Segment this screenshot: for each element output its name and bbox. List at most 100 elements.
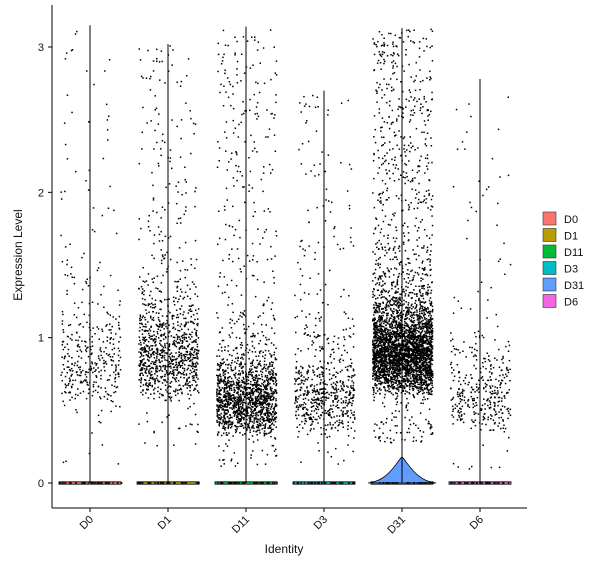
data-point	[196, 346, 199, 348]
data-point	[219, 414, 221, 416]
data-point	[266, 109, 268, 111]
data-point	[162, 394, 164, 397]
data-point	[152, 317, 155, 319]
data-point	[262, 381, 265, 384]
data-point	[379, 197, 382, 199]
data-point	[108, 353, 111, 356]
data-point	[242, 312, 244, 314]
data-point	[328, 435, 331, 438]
data-point	[296, 389, 298, 391]
data-point	[148, 356, 151, 359]
data-point	[109, 356, 112, 358]
data-point	[236, 411, 239, 413]
data-point	[234, 375, 236, 377]
data-point	[242, 407, 244, 409]
data-point	[235, 347, 237, 349]
data-point	[221, 350, 223, 352]
data-point	[196, 430, 198, 433]
data-point	[100, 387, 102, 389]
data-point	[160, 377, 163, 379]
data-point	[425, 293, 427, 295]
data-point	[302, 427, 304, 429]
data-point	[239, 412, 241, 414]
data-point	[237, 407, 240, 410]
data-point	[264, 388, 267, 390]
data-point	[167, 364, 169, 367]
data-point	[299, 389, 301, 391]
data-point	[384, 334, 386, 336]
data-point	[296, 378, 299, 380]
data-point	[380, 337, 382, 339]
data-point	[400, 136, 402, 138]
data-point	[164, 209, 166, 211]
data-point	[194, 388, 197, 390]
data-point	[397, 334, 400, 336]
data-point	[77, 306, 80, 309]
data-point	[144, 329, 147, 332]
data-point	[187, 358, 190, 360]
data-point	[237, 396, 239, 398]
data-point	[403, 291, 405, 293]
data-point	[302, 393, 305, 395]
data-point	[116, 386, 119, 388]
data-point	[221, 416, 223, 419]
data-point	[381, 312, 383, 314]
data-point	[240, 415, 243, 417]
data-point	[270, 113, 272, 115]
data-point	[274, 417, 276, 419]
data-point	[185, 425, 187, 427]
data-point	[159, 79, 161, 81]
data-point	[217, 393, 220, 395]
data-point	[221, 380, 223, 382]
data-point	[74, 379, 77, 382]
data-point	[275, 455, 277, 457]
data-point	[239, 315, 241, 317]
data-point	[237, 401, 240, 404]
data-point	[413, 343, 415, 345]
data-point	[392, 373, 394, 375]
data-point	[193, 379, 196, 382]
data-point	[220, 398, 223, 401]
data-point	[227, 350, 229, 352]
data-point	[352, 333, 355, 335]
data-point	[242, 404, 244, 406]
data-point	[106, 379, 109, 381]
data-point	[156, 347, 158, 350]
data-point	[421, 365, 423, 368]
data-point	[239, 395, 241, 398]
data-point	[273, 282, 275, 284]
data-point	[386, 101, 388, 104]
data-point	[322, 390, 325, 393]
data-point	[233, 415, 236, 417]
data-point	[275, 392, 278, 394]
data-point	[177, 280, 180, 283]
data-point	[233, 322, 236, 325]
data-point	[241, 379, 243, 382]
data-point	[193, 387, 196, 390]
data-point	[71, 357, 73, 359]
data-point	[166, 359, 168, 362]
data-point	[223, 415, 225, 417]
data-point	[250, 405, 253, 408]
data-point	[263, 434, 266, 437]
data-point	[262, 312, 265, 314]
data-point	[381, 144, 383, 147]
data-point	[335, 389, 338, 392]
data-point	[225, 223, 227, 226]
data-point	[388, 197, 390, 199]
data-point	[407, 342, 409, 344]
data-point	[231, 332, 234, 334]
data-point	[299, 268, 302, 270]
data-point	[225, 406, 228, 408]
data-point	[232, 380, 234, 382]
data-point	[87, 346, 89, 349]
data-point	[373, 326, 375, 329]
data-point	[228, 225, 231, 227]
data-point	[88, 121, 90, 123]
data-point	[193, 376, 195, 379]
data-point	[191, 347, 193, 349]
data-point	[94, 370, 96, 372]
data-point	[294, 400, 297, 402]
data-point	[315, 408, 318, 411]
data-point	[258, 363, 260, 366]
